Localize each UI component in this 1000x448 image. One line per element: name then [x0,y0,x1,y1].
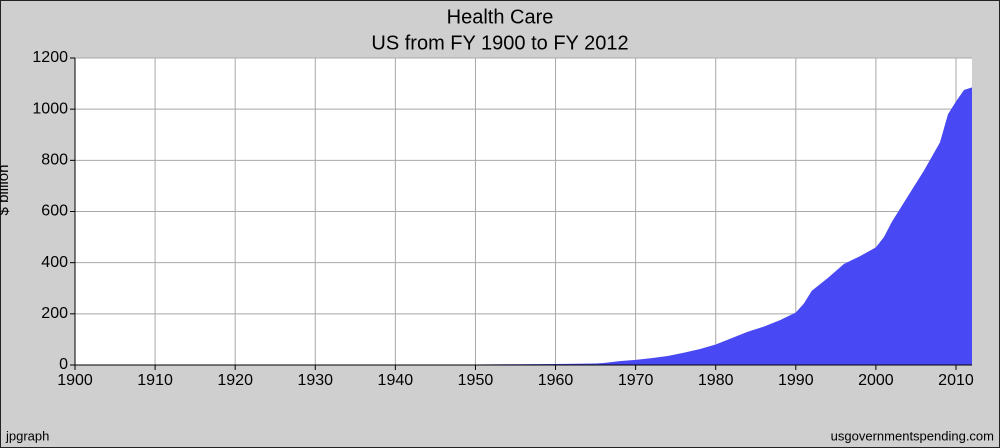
x-tick-label: 1990 [778,372,814,389]
y-tick-label: 1200 [32,49,68,66]
y-tick-label: 400 [41,254,68,271]
x-tick-label: 1960 [538,372,574,389]
y-tick-label: 800 [41,152,68,169]
x-tick-label: 2000 [858,372,894,389]
x-tick-label: 1900 [57,372,93,389]
x-tick-label: 1980 [698,372,734,389]
x-tick-label: 2010 [938,372,974,389]
y-tick-label: 600 [41,203,68,220]
x-tick-label: 1970 [618,372,654,389]
x-tick-label: 1950 [458,372,494,389]
chart-subtitle: US from FY 1900 to FY 2012 [371,32,628,54]
area [75,87,972,365]
y-axis-label: $ billion [0,165,12,216]
y-tick-label: 200 [41,305,68,322]
credit: jpgraph [5,428,49,443]
x-tick-label: 1920 [217,372,253,389]
credit: usgovernmentspending.com [831,428,994,443]
chart-title: Health Care [447,6,554,28]
y-tick-label: 0 [59,356,68,373]
y-tick-label: 1000 [32,100,68,117]
x-tick-label: 1930 [297,372,333,389]
x-tick-label: 1910 [137,372,173,389]
x-tick-label: 1940 [378,372,414,389]
